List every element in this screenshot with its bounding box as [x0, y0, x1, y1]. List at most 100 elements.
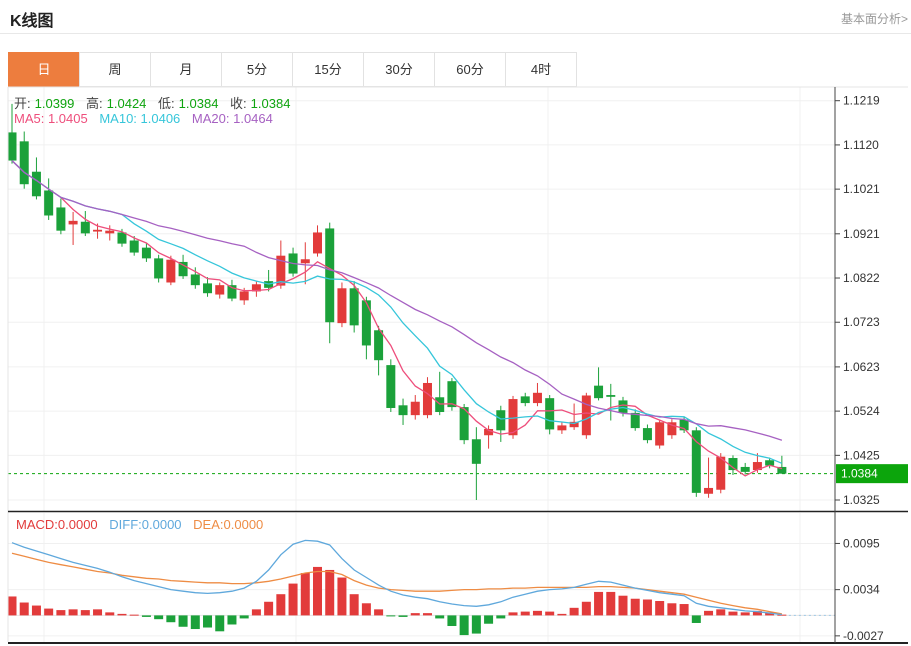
current-price-label: 1.0384 — [841, 467, 878, 481]
candle-body — [386, 365, 396, 408]
dea-line — [11, 552, 783, 615]
page-title: K线图 — [10, 13, 54, 30]
macd-bar — [337, 577, 347, 616]
candle-body — [691, 430, 701, 493]
candle-body — [337, 288, 347, 324]
macd-pane — [7, 513, 835, 642]
y-axis-tick-label: 1.1219 — [843, 94, 880, 108]
candle-body — [129, 240, 139, 253]
candle-body — [19, 141, 29, 185]
candle-body — [740, 466, 750, 472]
candle-body — [374, 330, 384, 361]
macd-bar — [386, 615, 396, 617]
macd-bar — [667, 603, 677, 616]
macd-bar — [398, 615, 408, 617]
macd-bar — [154, 615, 164, 620]
candles-layer — [7, 103, 787, 500]
macd-bar — [190, 615, 200, 630]
macd-axis-tick-label: 0.0095 — [843, 536, 880, 550]
macd-bar — [178, 615, 188, 627]
macd-bar — [655, 601, 665, 616]
macd-bar — [276, 594, 286, 616]
y-axis-tick-label: 1.0524 — [843, 404, 880, 418]
candle-body — [655, 422, 665, 446]
candle-body — [166, 259, 176, 283]
macd-bar — [496, 615, 506, 619]
macd-bar — [264, 601, 274, 616]
fundamental-analysis-link[interactable]: 基本面分析> — [840, 12, 908, 26]
candle-body — [716, 456, 726, 490]
macd-bar — [7, 596, 17, 616]
candle-body — [105, 230, 115, 234]
candle-body — [239, 291, 249, 301]
macd-bar — [80, 610, 90, 616]
macd-bar — [630, 598, 640, 616]
tab-daily[interactable]: 日 — [8, 52, 80, 87]
diff-line — [11, 539, 782, 616]
candle-body — [251, 284, 261, 292]
macd-bar — [44, 608, 54, 616]
candle-body — [777, 466, 787, 474]
macd-bar — [349, 594, 359, 616]
candle-body — [227, 285, 237, 299]
candle-body — [398, 405, 408, 416]
candle-body — [618, 400, 628, 413]
candle-body — [484, 428, 494, 436]
macd-bar — [239, 615, 249, 619]
candle-body — [154, 258, 164, 279]
macd-bar — [215, 615, 225, 632]
tab-weekly[interactable]: 周 — [79, 52, 151, 87]
y-axis-tick-label: 1.0822 — [843, 271, 880, 285]
candle-body — [630, 412, 640, 429]
ma5-line — [11, 160, 783, 477]
candle-body — [557, 425, 567, 431]
macd-bar — [422, 613, 432, 616]
candle-body — [422, 382, 432, 416]
candle-body — [496, 410, 506, 431]
tab-30min[interactable]: 30分 — [363, 52, 435, 87]
macd-bar — [166, 615, 176, 623]
macd-bar — [618, 595, 628, 616]
candle-body — [508, 399, 518, 436]
y-axis-tick-label: 1.0325 — [843, 493, 880, 507]
macd-bar — [410, 613, 420, 616]
current-price-badge: 1.0384 — [836, 464, 908, 484]
candle-body — [31, 171, 41, 197]
macd-bar — [227, 615, 237, 625]
candle-body — [471, 439, 481, 464]
macd-bar — [557, 613, 567, 616]
macd-bar — [471, 615, 481, 634]
macd-bar — [520, 611, 530, 616]
macd-bar — [56, 610, 66, 616]
macd-bar — [642, 599, 652, 616]
candle-body — [459, 407, 469, 441]
candle-body — [642, 428, 652, 441]
candle-body — [361, 300, 371, 346]
candle-body — [545, 398, 555, 430]
macd-bar — [459, 615, 469, 636]
macd-bar — [716, 609, 726, 616]
candle-body — [276, 255, 286, 286]
tab-60min[interactable]: 60分 — [434, 52, 506, 87]
candle-body — [728, 458, 738, 471]
macd-bar — [765, 612, 775, 616]
macd-axis-tick-label: -0.0027 — [843, 629, 884, 643]
candle-body — [606, 395, 616, 397]
candle-body — [178, 261, 188, 277]
y-axis-tick-label: 1.0723 — [843, 315, 880, 329]
macd-bar — [361, 603, 371, 616]
macd-bar — [728, 611, 738, 616]
macd-bar — [129, 614, 139, 616]
candle-body — [349, 288, 359, 326]
macd-bar — [581, 601, 591, 616]
macd-histogram — [7, 566, 787, 636]
candle-body — [141, 247, 151, 259]
macd-bar — [288, 583, 298, 616]
candle-body — [704, 487, 714, 494]
candle-body — [300, 259, 310, 264]
macd-bar — [251, 609, 261, 616]
macd-bar — [545, 611, 555, 616]
tab-4hour[interactable]: 4时 — [505, 52, 577, 87]
macd-bar — [31, 605, 41, 616]
